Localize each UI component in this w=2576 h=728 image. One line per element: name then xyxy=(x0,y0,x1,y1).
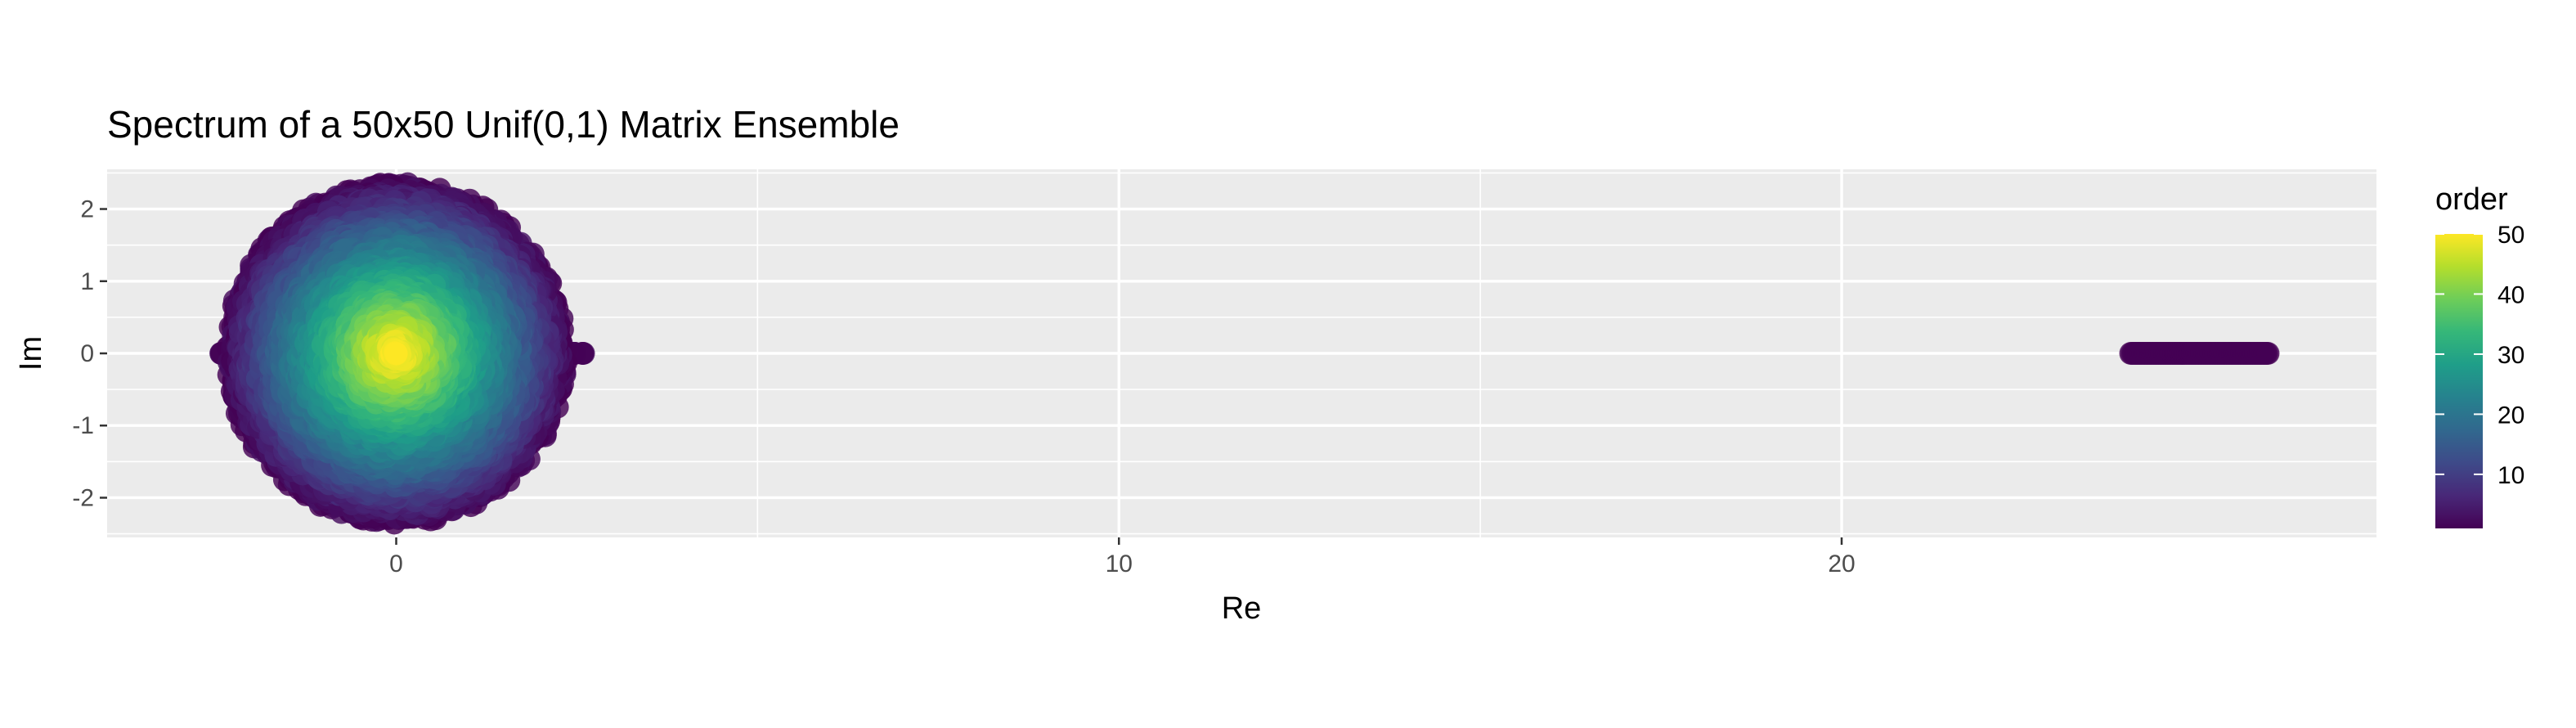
data-points xyxy=(209,172,2280,535)
bulk-real-point xyxy=(571,342,595,365)
chart-title: Spectrum of a 50x50 Unif(0,1) Matrix Ens… xyxy=(107,103,900,146)
